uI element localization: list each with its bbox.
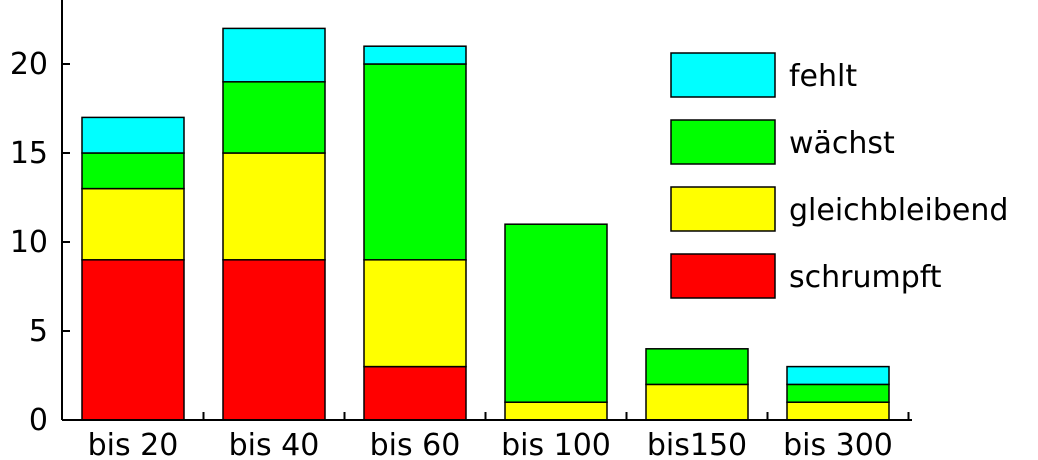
bar-segment-schrumpft-0 (81, 259, 185, 421)
bar-segment-fehlt-5 (786, 365, 890, 386)
bar-segment-w-chst-3 (504, 223, 608, 403)
y-tick-label: 15 (10, 136, 48, 171)
y-tick-label: 20 (10, 47, 48, 82)
legend-swatch-schrumpft (670, 253, 776, 299)
legend-label: fehlt (789, 59, 857, 94)
y-tick-label: 10 (10, 225, 48, 260)
legend-swatch-w-chst (670, 119, 776, 165)
bar-segment-gleichbleibend-2 (363, 259, 467, 368)
bar-segment-w-chst-0 (81, 152, 185, 190)
legend-swatch-gleichbleibend (670, 186, 776, 232)
axes-group: 0 5 10 15 20 bis 20 bis 40 bis 60 bis 100 bis150 b… (10, 0, 912, 460)
y-tick-label: 0 (29, 403, 48, 438)
x-tick-label: bis 100 (501, 428, 611, 460)
bar-segment-fehlt-1 (222, 27, 326, 83)
x-tick-label: bis 40 (229, 428, 320, 460)
bar-segment-gleichbleibend-0 (81, 187, 185, 261)
bar-segment-fehlt-0 (81, 116, 185, 154)
x-tick-label: bis 300 (783, 428, 893, 460)
bars-group (81, 27, 890, 421)
bar-segment-gleichbleibend-4 (645, 383, 749, 421)
bar-segment-w-chst-1 (222, 81, 326, 154)
legend: fehlt wächst gleichbleibend schrumpft (670, 52, 1008, 299)
x-tick-label: bis 60 (370, 428, 461, 460)
bar-segment-gleichbleibend-5 (786, 401, 890, 421)
bar-segment-fehlt-2 (363, 45, 467, 65)
bar-segment-w-chst-4 (645, 348, 749, 386)
bar-segment-gleichbleibend-1 (222, 152, 326, 261)
legend-swatch-fehlt (670, 52, 776, 98)
bar-segment-gleichbleibend-3 (504, 401, 608, 421)
y-tick-label: 5 (29, 314, 48, 349)
bar-segment-w-chst-2 (363, 63, 467, 261)
legend-label: wächst (789, 126, 895, 161)
bar-segment-w-chst-5 (786, 383, 890, 403)
legend-label: schrumpft (789, 260, 942, 295)
x-tick-label: bis 20 (88, 428, 179, 460)
bar-segment-schrumpft-2 (363, 365, 467, 421)
bar-segment-schrumpft-1 (222, 259, 326, 421)
x-tick-label: bis150 (647, 428, 747, 460)
legend-label: gleichbleibend (789, 193, 1008, 228)
